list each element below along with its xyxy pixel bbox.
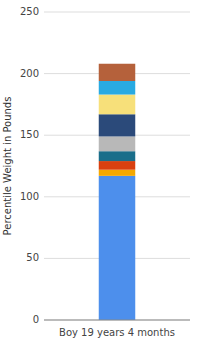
chart: 0 50 100 150 200 250 Boy 19 years 4 months Perc… — [0, 0, 200, 350]
y-tick-label: 200 — [20, 68, 39, 79]
y-tick-label: 250 — [20, 6, 39, 17]
bar-segment — [99, 176, 136, 320]
bar-segment — [99, 170, 136, 176]
bar-segment — [99, 136, 136, 151]
chart-container: 0 50 100 150 200 250 Boy 19 years 4 months Perc… — [0, 0, 200, 350]
bar-segment — [99, 81, 136, 95]
y-tick-label: 0 — [33, 314, 39, 325]
bar-segment — [99, 151, 136, 161]
grid — [44, 12, 190, 320]
y-tick-label: 150 — [20, 129, 39, 140]
bars — [99, 64, 136, 320]
grid-line — [44, 320, 190, 321]
bar-segment — [99, 95, 136, 115]
y-tick-label: 50 — [26, 252, 39, 263]
x-axis-line — [44, 320, 190, 321]
x-tick-label: Boy 19 years 4 months — [59, 327, 175, 338]
bar-segment — [99, 114, 136, 136]
y-axis-label: Percentile Weight in Pounds — [2, 97, 13, 236]
bar-segment — [99, 64, 136, 81]
grid-line — [44, 12, 190, 13]
y-tick-label: 100 — [20, 191, 39, 202]
bar-segment — [99, 161, 136, 170]
